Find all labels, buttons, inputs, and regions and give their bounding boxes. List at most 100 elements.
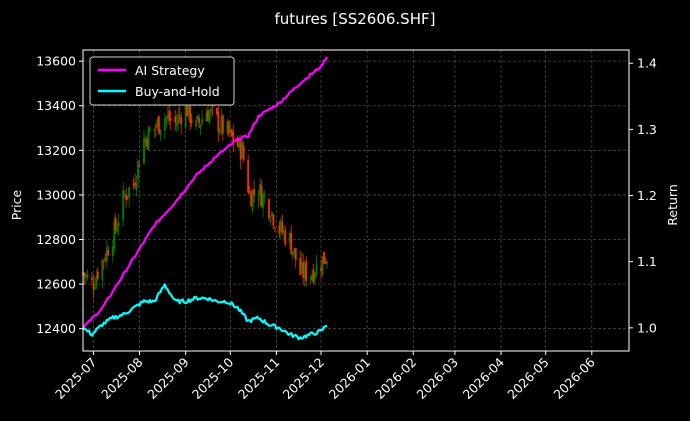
y-tick-label-right: 1.3 [637, 122, 657, 137]
candle-body [314, 274, 316, 278]
candle-body [123, 193, 126, 195]
candle-body [174, 116, 177, 123]
candle-body [324, 262, 327, 264]
candle-body [309, 276, 312, 280]
candle-body [260, 185, 263, 207]
candle-body [105, 247, 108, 262]
candle-body [303, 263, 306, 279]
y-tick-label-left: 13400 [36, 98, 76, 113]
candle-body [211, 105, 214, 108]
candle-body [207, 110, 209, 121]
candle-body [91, 277, 93, 280]
candle-body [101, 259, 104, 281]
candle-body [135, 182, 138, 190]
candle-body [278, 225, 281, 233]
y-tick-label-left: 13200 [36, 143, 76, 158]
candle-body [166, 114, 169, 118]
candle-body [288, 232, 291, 243]
candle-body [104, 257, 107, 261]
candle-body [198, 118, 200, 124]
candle-body [163, 118, 166, 131]
candle-body [94, 286, 96, 290]
candle-body [293, 248, 296, 254]
candle-body [271, 211, 273, 217]
candle-body [251, 190, 254, 211]
candle-body [195, 119, 197, 127]
candle-body [263, 197, 266, 199]
y-tick-label-right: 1.2 [637, 188, 657, 203]
candle-body [302, 262, 305, 278]
candle-body [272, 214, 275, 226]
candle-body [262, 193, 264, 208]
candle-body [218, 130, 221, 134]
candle-body [294, 247, 297, 261]
candle-body [247, 159, 250, 193]
candle-body [232, 131, 235, 144]
candle-body [146, 139, 148, 147]
candle-body [201, 118, 203, 125]
y-axis-right: 1.0 1.1 1.2 1.3 1.4 [629, 56, 657, 335]
candle-body [143, 138, 145, 164]
y-tick-label-left: 12400 [36, 321, 76, 336]
candle-body [189, 99, 192, 124]
candle-body [284, 230, 287, 245]
candle-body [269, 220, 272, 222]
candle-body [177, 114, 180, 124]
candle-body [305, 261, 308, 282]
candle-body [315, 263, 318, 276]
candle-body [241, 142, 244, 159]
candle-body [248, 190, 251, 193]
candle-body [125, 194, 128, 201]
candles [82, 95, 328, 299]
candle-body [250, 192, 253, 207]
candle-body [257, 198, 260, 200]
candle-body [180, 117, 183, 125]
candle-body [184, 101, 187, 128]
candle-body [290, 233, 293, 255]
legend-label-ai-strategy: AI Strategy [135, 63, 205, 78]
chart-title: futures [SS2606.SHF] [275, 10, 436, 28]
candle-body [239, 138, 242, 160]
legend-label-buy-and-hold: Buy-and-Hold [135, 84, 220, 99]
candle-body [165, 117, 168, 120]
candle-body [168, 110, 171, 121]
candle-body [126, 195, 129, 197]
series-lines [82, 56, 329, 341]
candle-body [122, 190, 125, 220]
candle-body [156, 119, 159, 127]
series-buy-and-hold [82, 283, 328, 341]
candle-body [157, 116, 160, 134]
candle-body [205, 112, 208, 122]
y-tick-label-right: 1.4 [637, 56, 657, 71]
candle-body [186, 101, 189, 117]
y-tick-label-right: 1.1 [637, 254, 657, 269]
candle-body [236, 139, 239, 147]
candle-body [229, 128, 232, 132]
candle-body [321, 256, 324, 276]
candle-body [230, 129, 233, 136]
candle-body [128, 187, 131, 198]
candle-body [96, 271, 99, 279]
plot-frame [82, 49, 630, 352]
candle-body [199, 124, 202, 128]
candle-body [116, 228, 119, 233]
candle-body [323, 251, 325, 264]
candle-body [111, 246, 114, 257]
candle-body [210, 109, 212, 113]
candle-body [326, 261, 328, 264]
candle-body [259, 184, 261, 197]
candle-body [190, 119, 193, 124]
candle-body [253, 188, 255, 195]
candle-body [220, 116, 223, 130]
candle-body [153, 128, 156, 131]
y-tick-label-left: 12600 [36, 277, 76, 292]
y-tick-label-left: 12800 [36, 232, 76, 247]
y-axis-left-label: Price [9, 189, 24, 220]
candle-body [147, 127, 150, 150]
candle-body [196, 115, 199, 120]
candle-body [217, 111, 220, 133]
candle-body [299, 258, 302, 275]
candle-body [85, 274, 87, 278]
y-tick-label-left: 13000 [36, 187, 76, 202]
